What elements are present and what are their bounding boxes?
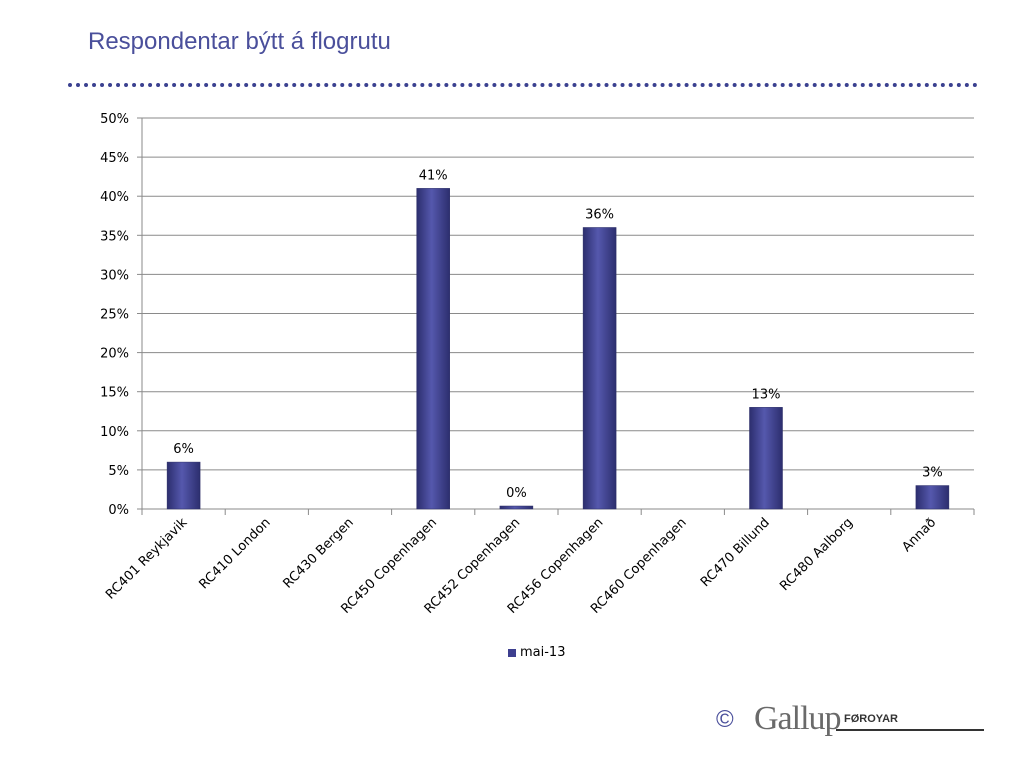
data-label: 41% bbox=[419, 168, 448, 183]
y-tick-label: 50% bbox=[100, 112, 129, 127]
y-tick-label: 35% bbox=[100, 229, 129, 244]
data-label: 0% bbox=[506, 486, 527, 501]
x-tick-label: RC460 Copenhagen bbox=[588, 515, 690, 617]
legend-swatch bbox=[508, 648, 516, 657]
x-tick-label: RC470 Billund bbox=[698, 515, 773, 590]
brand-name: Gallup bbox=[754, 700, 842, 737]
y-tick-label: 45% bbox=[100, 151, 129, 166]
bar bbox=[166, 461, 201, 510]
bar bbox=[749, 407, 783, 510]
y-tick-label: 10% bbox=[100, 425, 129, 440]
data-labels: 6% 41% 0% 36% 13% 3% bbox=[173, 168, 942, 501]
bar bbox=[915, 485, 950, 510]
y-tick-label: 25% bbox=[100, 308, 129, 323]
y-tick-label: 5% bbox=[108, 464, 129, 479]
y-tick-label: 30% bbox=[100, 268, 129, 283]
legend: mai-13 bbox=[508, 645, 565, 660]
x-tick-label: RC401 Reykjavik bbox=[103, 515, 191, 603]
page-title: Respondentar býtt á flogrutu bbox=[88, 28, 391, 55]
data-label: 13% bbox=[752, 387, 781, 402]
bar bbox=[499, 505, 534, 510]
title-divider bbox=[68, 83, 978, 87]
footer-rule bbox=[836, 729, 984, 731]
x-tick-label: RC450 Copenhagen bbox=[338, 515, 440, 617]
bars bbox=[166, 188, 950, 510]
legend-label: mai-13 bbox=[520, 645, 566, 660]
brand-suffix: FØROYAR bbox=[844, 713, 898, 725]
x-tick-label: RC480 Aalborg bbox=[777, 515, 856, 594]
x-tick-label: RC430 Bergen bbox=[281, 515, 357, 591]
data-label: 6% bbox=[173, 442, 194, 457]
y-tick-label: 40% bbox=[100, 190, 129, 205]
bar bbox=[416, 188, 450, 510]
footer-logo: © Gallup FØROYAR bbox=[716, 700, 988, 748]
data-label: 36% bbox=[585, 207, 614, 222]
data-label: 3% bbox=[922, 466, 943, 481]
bar bbox=[582, 227, 617, 510]
grid-lines bbox=[142, 117, 974, 510]
y-tick-label: 20% bbox=[100, 347, 129, 362]
x-tick-label: RC456 Copenhagen bbox=[505, 515, 607, 617]
copyright-symbol: © bbox=[716, 706, 734, 733]
x-tick-label: Annað bbox=[899, 515, 939, 555]
axes: 0% 5% 10% 15% 20% 25% 30% 35% 40% 45% 50% RC401 Rey… bbox=[100, 112, 975, 617]
x-tick-label: RC410 London bbox=[197, 515, 274, 592]
y-tick-label: 15% bbox=[100, 386, 129, 401]
x-tick-label: RC452 Copenhagen bbox=[422, 515, 524, 617]
y-tick-label: 0% bbox=[108, 503, 129, 518]
